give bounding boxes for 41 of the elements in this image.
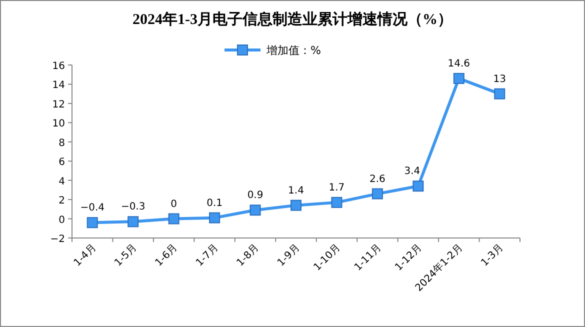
y-tick-label: 0 [58, 214, 65, 226]
point [250, 204, 261, 216]
x-tick-label: 1-8月 [234, 242, 262, 269]
data-label: −0.4 [80, 202, 105, 214]
data-label: 0.1 [206, 198, 222, 209]
legend-label: 增加值：% [266, 44, 321, 57]
x-tick-label: 1-7月 [194, 242, 221, 269]
y-tick-label: 8 [58, 138, 65, 149]
y-tick-label: 14 [52, 80, 65, 92]
data-label: 2.6 [370, 174, 386, 185]
point [86, 217, 98, 228]
y-tick-label: −2 [50, 234, 65, 245]
y-tick-label: 16 [52, 61, 65, 72]
point [412, 180, 424, 192]
data-label: 1.7 [328, 182, 345, 194]
y-tick-label: 12 [52, 99, 65, 110]
point [168, 213, 180, 224]
point [128, 216, 139, 228]
data-label: 1.4 [288, 185, 304, 196]
y-tick-label: 10 [52, 118, 65, 130]
x-tick-label: 1-9月 [276, 242, 302, 269]
data-label: 14.6 [448, 58, 470, 70]
data-label: 0 [170, 198, 178, 210]
point [209, 212, 220, 224]
y-tick-label: 2 [58, 196, 65, 207]
data-label: 13 [493, 74, 506, 85]
point [494, 88, 506, 100]
x-tick-label: 1-3月 [479, 242, 506, 269]
x-tick-label: 1-6月 [154, 242, 180, 269]
y-tick-label: 6 [58, 157, 65, 168]
point [290, 200, 302, 211]
point [372, 188, 383, 200]
point [331, 196, 342, 208]
y-tick-label: 4 [58, 176, 65, 188]
data-label: 3.4 [404, 166, 420, 178]
x-tick-label: 1-5月 [112, 242, 140, 269]
point [453, 72, 464, 84]
x-tick-label: 1-4月 [72, 242, 98, 269]
chart-title: 2024年1-3月电子信息制造业累计增速情况（%） [132, 11, 452, 28]
data-label: 0.9 [247, 190, 264, 202]
data-label: −0.3 [120, 202, 146, 213]
